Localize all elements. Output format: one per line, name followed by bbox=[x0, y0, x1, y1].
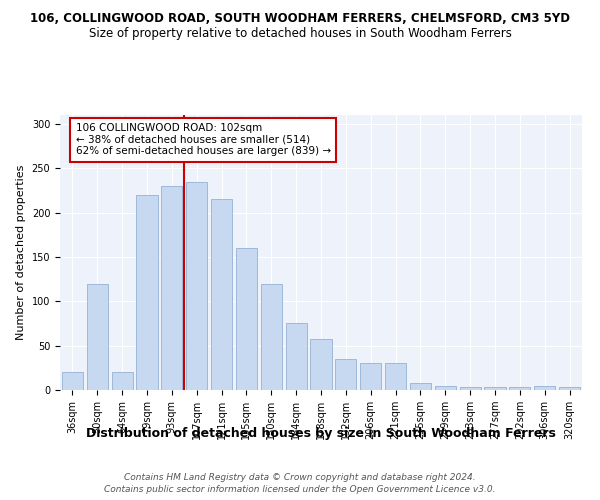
Text: 106, COLLINGWOOD ROAD, SOUTH WOODHAM FERRERS, CHELMSFORD, CM3 5YD: 106, COLLINGWOOD ROAD, SOUTH WOODHAM FER… bbox=[30, 12, 570, 26]
Bar bbox=[261, 284, 282, 390]
Text: 106 COLLINGWOOD ROAD: 102sqm
← 38% of detached houses are smaller (514)
62% of s: 106 COLLINGWOOD ROAD: 102sqm ← 38% of de… bbox=[76, 123, 331, 156]
Bar bbox=[136, 195, 158, 390]
Bar bbox=[360, 364, 381, 390]
Bar bbox=[460, 388, 481, 390]
Bar bbox=[211, 200, 232, 390]
Y-axis label: Number of detached properties: Number of detached properties bbox=[16, 165, 26, 340]
Bar bbox=[534, 386, 555, 390]
Bar bbox=[236, 248, 257, 390]
Text: Size of property relative to detached houses in South Woodham Ferrers: Size of property relative to detached ho… bbox=[89, 28, 511, 40]
Bar bbox=[161, 186, 182, 390]
Bar bbox=[335, 359, 356, 390]
Bar bbox=[286, 324, 307, 390]
Bar bbox=[484, 388, 506, 390]
Text: Contains HM Land Registry data © Crown copyright and database right 2024.: Contains HM Land Registry data © Crown c… bbox=[124, 472, 476, 482]
Text: Distribution of detached houses by size in South Woodham Ferrers: Distribution of detached houses by size … bbox=[86, 428, 556, 440]
Bar bbox=[62, 372, 83, 390]
Bar bbox=[435, 386, 456, 390]
Bar bbox=[186, 182, 207, 390]
Text: Contains public sector information licensed under the Open Government Licence v3: Contains public sector information licen… bbox=[104, 485, 496, 494]
Bar bbox=[310, 340, 332, 390]
Bar bbox=[559, 388, 580, 390]
Bar bbox=[385, 364, 406, 390]
Bar bbox=[410, 383, 431, 390]
Bar bbox=[509, 388, 530, 390]
Bar bbox=[112, 372, 133, 390]
Bar bbox=[87, 284, 108, 390]
